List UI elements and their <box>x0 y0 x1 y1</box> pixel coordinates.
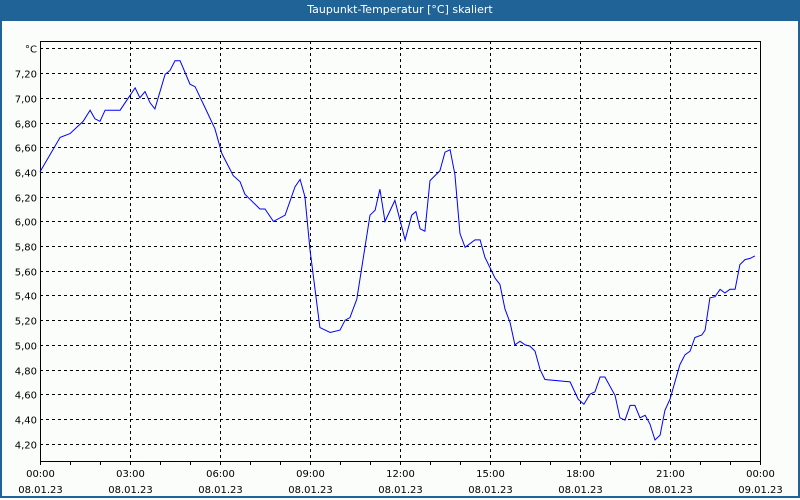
x-tick-date: 08.01.23 <box>18 485 63 496</box>
x-tick-time: 03:00 <box>116 469 145 480</box>
x-tick-date: 08.01.23 <box>558 485 603 496</box>
x-tick-date: 08.01.23 <box>108 485 153 496</box>
y-tick-label: 4,20 <box>15 441 37 452</box>
y-tick-label: 6,80 <box>15 120 37 131</box>
x-tick-date: 08.01.23 <box>648 485 693 496</box>
y-tick-label: 6,00 <box>15 218 37 229</box>
x-tick-date: 08.01.23 <box>468 485 513 496</box>
y-tick-label: 6,40 <box>15 169 37 180</box>
x-tick-time: 06:00 <box>206 469 235 480</box>
x-tick-time: 18:00 <box>566 469 595 480</box>
x-tick-time: 00:00 <box>746 469 775 480</box>
title-bar: Taupunkt-Temperatur [°C] skaliert <box>0 0 800 21</box>
y-tick-label: 5,00 <box>15 342 37 353</box>
y-tick-label: 4,40 <box>15 416 37 427</box>
series-line-dewpoint <box>39 60 756 441</box>
y-tick-label: 5,20 <box>15 317 37 328</box>
x-tick-date: 08.01.23 <box>378 485 423 496</box>
y-tick-label: 5,60 <box>15 268 37 279</box>
y-tick-label: 4,60 <box>15 391 37 402</box>
y-tick-label: 7,00 <box>15 95 37 106</box>
x-tick-date: 08.01.23 <box>198 485 243 496</box>
y-tick-label: 7,20 <box>15 70 37 81</box>
x-tick-time: 21:00 <box>656 469 685 480</box>
x-tick-date: 08.01.23 <box>288 485 333 496</box>
plot-border <box>40 41 761 461</box>
x-tick-time: 12:00 <box>386 469 415 480</box>
x-tick-time: 09:00 <box>296 469 325 480</box>
y-tick-label: 5,40 <box>15 292 37 303</box>
y-tick-label: 4,80 <box>15 367 37 378</box>
y-unit-label: °C <box>25 45 37 56</box>
y-tick-label: 6,20 <box>15 194 37 205</box>
window-title: Taupunkt-Temperatur [°C] skaliert <box>307 3 493 16</box>
y-tick-label: 5,80 <box>15 243 37 254</box>
x-tick-time: 00:00 <box>26 469 55 480</box>
y-tick-label: 6,60 <box>15 144 37 155</box>
x-tick-time: 15:00 <box>476 469 505 480</box>
x-tick-date: 09.01.23 <box>738 485 783 496</box>
